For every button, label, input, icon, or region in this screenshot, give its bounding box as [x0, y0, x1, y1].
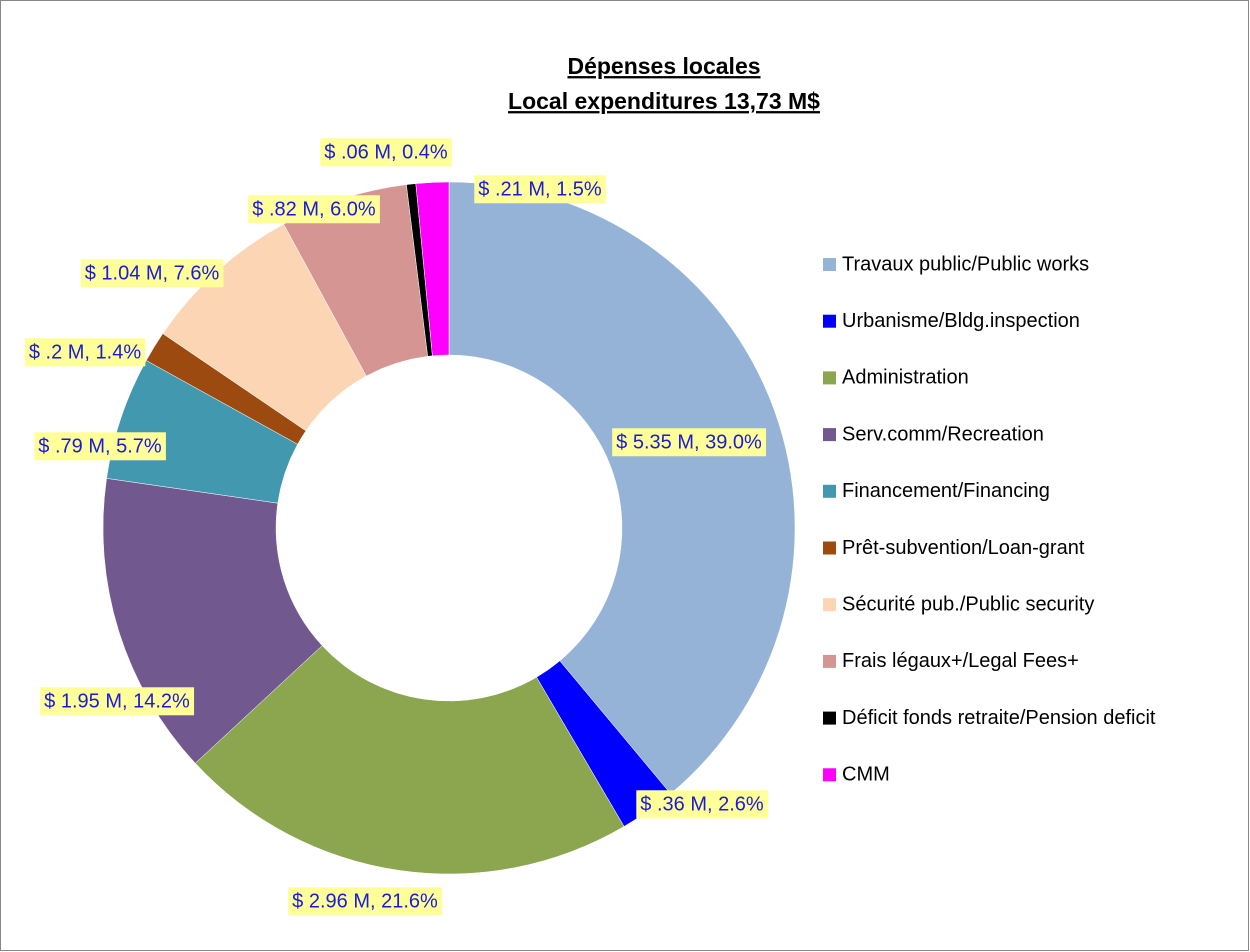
legend-label: Travaux public/Public works: [842, 253, 1089, 275]
legend-label: Déficit fonds retraite/Pension deficit: [842, 707, 1156, 729]
data-label: $ .06 M, 0.4%: [320, 138, 452, 167]
data-label-text: $ 2.96 M, 21.6%: [292, 890, 438, 912]
legend-label: Sécurité pub./Public security: [842, 593, 1094, 615]
legend-swatch: [823, 314, 836, 328]
legend-swatch: [823, 258, 836, 271]
data-label-bg: [636, 790, 768, 819]
data-label-text: $ .06 M, 0.4%: [324, 141, 448, 163]
data-label-text: $ .82 M, 6.0%: [252, 198, 376, 220]
legend-swatch: [823, 371, 836, 385]
data-label-bg: [40, 687, 195, 716]
data-label: $ .21 M, 1.5%: [474, 175, 606, 204]
data-label-text: $ 5.35 M, 39.0%: [616, 431, 762, 453]
legend-swatch: [823, 598, 836, 612]
data-label-bg: [34, 432, 166, 461]
data-label: $ .82 M, 6.0%: [248, 195, 380, 224]
data-label-text: $ .36 M, 2.6%: [640, 793, 764, 815]
legend-label: Prêt-subvention/Loan-grant: [842, 537, 1085, 559]
legend-label: CMM: [842, 764, 890, 786]
data-label: $ 1.95 M, 14.2%: [40, 687, 195, 716]
legend-label: Serv.comm/Recreation: [842, 423, 1044, 445]
legend-label: Financement/Financing: [842, 480, 1050, 502]
data-label-text: $ .21 M, 1.5%: [478, 178, 602, 200]
legend-label: Urbanisme/Bldg.inspection: [842, 310, 1080, 332]
data-label-text: $ 1.04 M, 7.6%: [85, 262, 220, 284]
legend-swatch: [823, 711, 836, 725]
data-label-text: $ .2 M, 1.4%: [29, 341, 141, 363]
data-label-bg: [474, 175, 606, 204]
data-label-bg: [320, 138, 452, 167]
legend-label: Administration: [842, 367, 969, 389]
data-label: $ .2 M, 1.4%: [24, 338, 146, 367]
legend-swatch: [823, 541, 836, 555]
chart-subtitle: Local expenditures 13,73 M$: [508, 88, 820, 114]
data-label: $ .79 M, 5.7%: [34, 432, 166, 461]
data-label: $ 2.96 M, 21.6%: [288, 887, 443, 916]
legend-swatch: [823, 654, 836, 668]
data-label-bg: [288, 887, 443, 916]
data-label-bg: [248, 195, 380, 224]
donut-slice: [415, 181, 450, 357]
data-label: $ 5.35 M, 39.0%: [612, 428, 767, 457]
donut-slice: [194, 645, 625, 875]
legend-swatch: [823, 484, 836, 498]
data-label: $ .36 M, 2.6%: [636, 790, 768, 819]
legend-swatch: [823, 428, 836, 442]
data-label-text: $ 1.95 M, 14.2%: [44, 690, 190, 712]
data-label-bg: [80, 259, 224, 288]
data-label-bg: [612, 428, 767, 457]
legend-label: Frais légaux+/Legal Fees+: [842, 650, 1079, 672]
data-label-bg: [24, 338, 146, 367]
data-label-text: $ .79 M, 5.7%: [38, 435, 162, 457]
data-label: $ 1.04 M, 7.6%: [80, 259, 224, 288]
legend-swatch: [823, 768, 836, 782]
chart-title: Dépenses locales: [567, 53, 760, 79]
